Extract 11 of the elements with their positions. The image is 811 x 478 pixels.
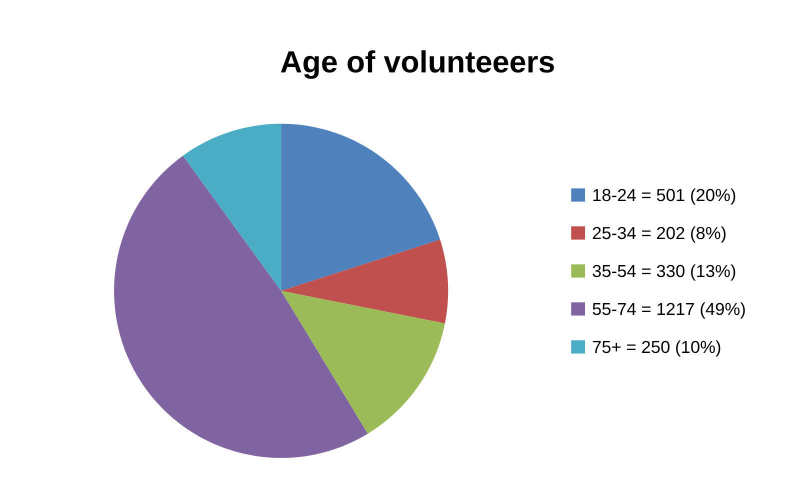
legend-label: 25-34 = 202 (8%)	[592, 226, 726, 243]
pie-slice	[281, 240, 448, 324]
chart-title: Age of volunteeers	[280, 50, 554, 79]
legend-label: 75+ = 250 (10%)	[592, 340, 720, 357]
legend-label: 18-24 = 501 (20%)	[593, 188, 736, 205]
pie-slice	[281, 124, 440, 291]
legend-label: 55-74 = 1217 (49%)	[592, 302, 745, 319]
pie-slice	[182, 124, 282, 291]
pie-slice	[114, 156, 368, 458]
pie-slice	[281, 290, 445, 434]
legend-label: 35-54 = 330 (13%)	[592, 264, 736, 281]
